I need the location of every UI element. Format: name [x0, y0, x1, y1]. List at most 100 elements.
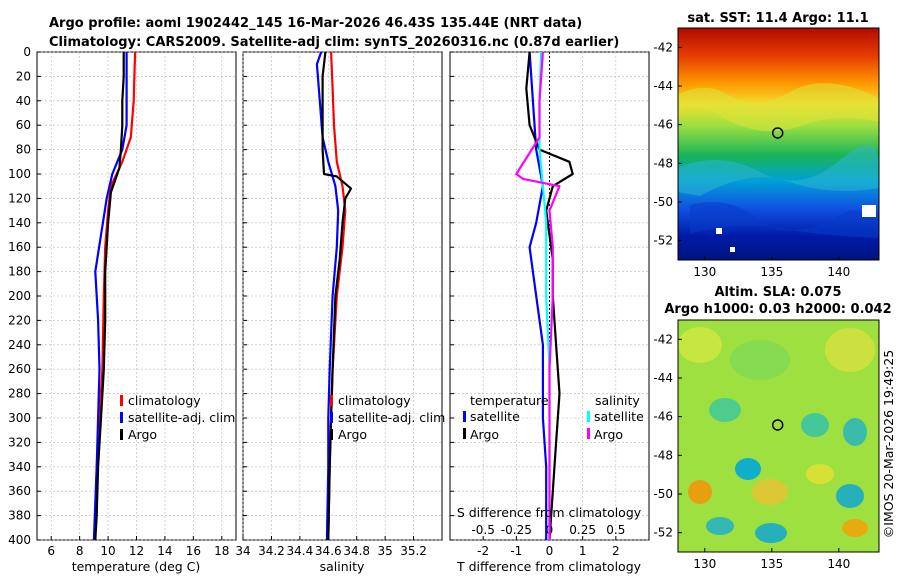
- temperature-tick-labels: 6 8 10 12 14 16 18: [47, 544, 229, 558]
- y-tick-label: 200: [8, 289, 31, 303]
- x-tick-label: 34: [235, 544, 250, 558]
- y-tick-label: 220: [8, 313, 31, 327]
- y-tick-label: 240: [8, 338, 31, 352]
- top-tick-label: 0.25: [569, 523, 596, 537]
- y-tick-label: 260: [8, 362, 31, 376]
- lat-tick-label: -52: [653, 526, 673, 540]
- lon-tick-label: 130: [693, 265, 716, 279]
- y-tick-label: 80: [16, 143, 31, 157]
- salinity-legend: climatology satellite-adj. clim Argo: [330, 393, 445, 442]
- y-tick-label: 380: [8, 509, 31, 523]
- argo-location-marker: [771, 127, 784, 139]
- x-tick-label: 34.6: [315, 544, 342, 558]
- legend-swatch-argo: [120, 429, 123, 440]
- lat-tick-label: -42: [653, 332, 673, 346]
- x-tick-label: 34.2: [258, 544, 285, 558]
- temperature-panel: 0 20 40 60 80 100 120 140 160 180 200 220 240 260 280 3…: [8, 45, 237, 574]
- legend-label-satellite: satellite-adj. clim: [338, 410, 445, 425]
- legend-swatch-t-satellite: [463, 411, 466, 422]
- salinity-grid: [242, 51, 442, 541]
- x-tick-label: 18: [214, 544, 229, 558]
- y-tick-label: 60: [16, 118, 31, 132]
- temperature-grid: [37, 51, 236, 541]
- series-line: [515, 51, 561, 540]
- lat-tick-label: -48: [653, 448, 673, 462]
- legend-swatch-climatology: [120, 395, 123, 406]
- s-difference-tick-labels: -0.5 -0.25 0 0.25 0.5: [471, 523, 625, 537]
- x-tick-label: 12: [129, 544, 144, 558]
- salinity-tick-labels: 34 34.2 34.4 34.6 34.8 35 35.2: [235, 544, 427, 558]
- temperature-profiles: [92, 51, 137, 541]
- legend-label-satellite: satellite-adj. clim: [128, 410, 235, 425]
- lon-tick-label: 135: [760, 265, 783, 279]
- lat-tick-label: -44: [653, 79, 673, 93]
- top-tick-label: 0.5: [606, 523, 625, 537]
- legend-swatch-s-argo: [587, 428, 590, 439]
- series-line: [315, 51, 340, 541]
- lat-tick-label: -52: [653, 234, 673, 248]
- sst-map-frame: [677, 27, 880, 261]
- y-tick-label: 160: [8, 240, 31, 254]
- legend-heading-temperature: temperature: [470, 393, 549, 408]
- sla-map-ticks: 130 135 140 -42 -44 -46 -48 -50 -52: [653, 332, 850, 571]
- x-tick-label: 14: [157, 544, 172, 558]
- temperature-axis-label: temperature (deg C): [72, 559, 201, 574]
- x-tick-label: 34.4: [286, 544, 313, 558]
- legend-swatch-satellite: [330, 412, 333, 423]
- x-tick-label: -1: [510, 544, 522, 558]
- difference-profiles: [515, 51, 574, 541]
- y-tick-label: 320: [8, 435, 31, 449]
- temperature-legend: climatology satellite-adj. clim Argo: [120, 393, 235, 442]
- sla-map-title: Altim. SLA: 0.075: [715, 285, 842, 300]
- salinity-axis-label: salinity: [320, 559, 365, 574]
- lat-tick-label: -44: [653, 371, 673, 385]
- legend-label-argo: Argo: [338, 427, 367, 442]
- argo-location-marker: [771, 419, 784, 431]
- legend-heading-salinity: salinity: [595, 393, 640, 408]
- x-tick-label: 0: [546, 544, 554, 558]
- lat-tick-label: -48: [653, 156, 673, 170]
- legend-label-climatology: climatology: [128, 393, 201, 408]
- x-tick-label: 1: [579, 544, 587, 558]
- x-tick-label: 10: [100, 544, 115, 558]
- s-difference-axis-label: S difference from climatology: [457, 505, 642, 520]
- sst-map-ticks: 130 135 140 -42 -44 -46 -48 -50 -52: [653, 40, 850, 279]
- y-tick-label: 0: [23, 45, 31, 59]
- series-line: [92, 52, 128, 541]
- sst-map-panel: sat. SST: 11.4 Argo: 11.1 130 135 140 -42 -4…: [653, 11, 880, 279]
- lat-tick-label: -46: [653, 410, 673, 424]
- imos-timestamp-watermark: ©IMOS 20-Mar-2026 19:49:25: [881, 350, 896, 538]
- t-difference-axis-label: T difference from climatology: [456, 559, 642, 574]
- legend-label-climatology: climatology: [338, 393, 411, 408]
- lon-tick-label: 140: [827, 265, 850, 279]
- sst-map-texture: [678, 83, 879, 252]
- legend-label-t-satellite: satellite: [470, 409, 520, 424]
- x-tick-label: 6: [47, 544, 55, 558]
- y-tick-label: 140: [8, 216, 31, 230]
- series-line: [528, 51, 548, 540]
- sla-map-frame: [677, 319, 880, 553]
- sla-map-subtitle: Argo h1000: 0.03 h2000: 0.042: [664, 302, 891, 317]
- legend-swatch-satellite: [120, 412, 123, 423]
- header-line-1: Argo profile: aoml 1902442_145 16-Mar-20…: [49, 16, 582, 31]
- sla-map-texture: [678, 327, 875, 543]
- lat-tick-label: -50: [653, 195, 673, 209]
- top-tick-label: -0.5: [471, 523, 494, 537]
- lon-tick-label: 140: [827, 557, 850, 571]
- x-tick-label: 35: [378, 544, 393, 558]
- salinity-panel: 34 34.2 34.4 34.6 34.8 35 35.2 salinity climat…: [235, 51, 445, 574]
- difference-panel: -2 -1 0 1 2 -0.5 -0.25 0 0.25 0.5 S difference f…: [449, 51, 650, 574]
- sla-map-panel: Altim. SLA: 0.075 Argo h1000: 0.03 h2000…: [653, 285, 891, 571]
- lat-tick-label: -46: [653, 118, 673, 132]
- y-tick-label: 100: [8, 167, 31, 181]
- y-tick-label: 20: [16, 69, 31, 83]
- lon-tick-label: 130: [693, 557, 716, 571]
- header-line-2: Climatology: CARS2009. Satellite-adj cli…: [49, 35, 619, 50]
- x-tick-label: 2: [612, 544, 620, 558]
- y-tick-label: 340: [8, 460, 31, 474]
- y-tick-label: 360: [8, 484, 31, 498]
- x-tick-label: 35.2: [400, 544, 427, 558]
- legend-swatch-s-satellite: [587, 411, 590, 422]
- top-tick-label: -0.25: [501, 523, 532, 537]
